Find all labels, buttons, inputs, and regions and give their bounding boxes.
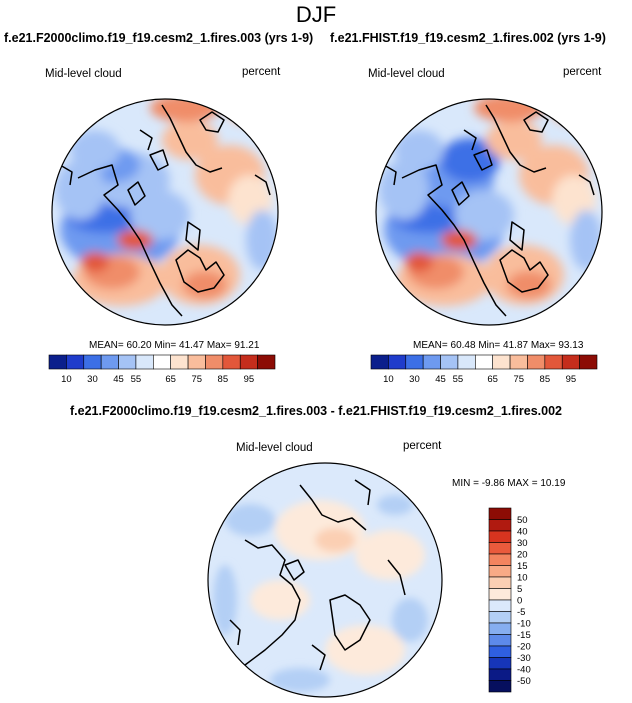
colorbar-box: [488, 576, 512, 589]
colorbar-box: [187, 354, 206, 370]
colorbar-box: [544, 354, 563, 370]
panel-1-stats: MEAN= 60.20 Min= 41.47 Max= 91.21: [89, 340, 260, 351]
panel-2-title: f.e21.FHIST.f19_f19.cesm2_1.fires.002 (y…: [330, 31, 606, 45]
colorbar-tick-label: 45: [435, 374, 446, 385]
colorbar-box: [509, 354, 528, 370]
colorbar-box: [405, 354, 424, 370]
panel-2-stats: MEAN= 60.48 Min= 41.87 Max= 93.13: [413, 340, 584, 351]
colorbar-tick-label: 5: [517, 584, 522, 595]
colorbar-box: [153, 354, 171, 370]
colorbar-box: [488, 588, 512, 601]
colorbar-box: [205, 354, 224, 370]
colorbar-tick-label: 65: [487, 374, 498, 385]
colorbar-tick-label: 10: [383, 374, 394, 385]
colorbar-tick-label: 85: [540, 374, 551, 385]
colorbar-tick-label: 15: [517, 561, 528, 572]
panel-2-cloud-field: [376, 99, 602, 325]
colorbar-box: [488, 645, 512, 658]
colorbar-box: [118, 354, 137, 370]
panel-1-title: f.e21.F2000climo.f19_f19.cesm2_1.fires.0…: [4, 31, 314, 45]
colorbar-box: [488, 657, 512, 670]
colorbar-box: [488, 542, 512, 555]
colorbar-box: [488, 507, 512, 520]
colorbar-box: [488, 668, 512, 681]
panel-1-colorbar: 10 30 45 55 65 75 85 95: [48, 354, 276, 385]
colorbar-box: [488, 680, 512, 693]
panel-2-units: percent: [563, 66, 602, 78]
colorbar-tick-label: 55: [131, 374, 142, 385]
colorbar-box: [135, 354, 154, 370]
season-title: DJF: [295, 2, 337, 27]
colorbar-box: [370, 354, 389, 370]
colorbar-tick-label: 20: [517, 550, 528, 561]
colorbar-tick-label: 55: [453, 374, 464, 385]
colorbar-box: [488, 634, 512, 647]
colorbar-tick-label: 10: [517, 573, 528, 584]
colorbar-box: [66, 354, 85, 370]
difference-title: f.e21.F2000climo.f19_f19.cesm2_1.fires.0…: [70, 404, 562, 418]
colorbar-tick-label: -20: [517, 642, 531, 653]
panel-2-map: [375, 98, 603, 326]
difference-variable: Mid-level cloud: [236, 442, 313, 454]
difference-units: percent: [403, 440, 442, 452]
colorbar-tick-label: -30: [517, 653, 531, 664]
colorbar-box: [257, 354, 276, 370]
difference-cloud-field: [208, 463, 442, 697]
colorbar-tick-label: 85: [218, 374, 229, 385]
colorbar-tick-label: 50: [517, 515, 528, 526]
colorbar-box: [388, 354, 407, 370]
colorbar-box: [48, 354, 67, 370]
colorbar-box: [488, 519, 512, 532]
colorbar-tick-label: 95: [244, 374, 255, 385]
colorbar-box: [170, 354, 189, 370]
colorbar-tick-label: 95: [566, 374, 577, 385]
colorbar-box: [100, 354, 119, 370]
panel-1-map: [51, 98, 279, 326]
colorbar-tick-label: -40: [517, 665, 531, 676]
colorbar-tick-label: -10: [517, 619, 531, 630]
colorbar-box: [457, 354, 476, 370]
panel-1-variable: Mid-level cloud: [45, 68, 122, 80]
colorbar-tick-label: 30: [517, 538, 528, 549]
colorbar-tick-label: 30: [87, 374, 98, 385]
colorbar-box: [440, 354, 459, 370]
colorbar-box: [488, 553, 512, 566]
difference-stats: MIN = -9.86 MAX = 10.19: [452, 478, 566, 489]
colorbar-tick-label: 45: [113, 374, 124, 385]
colorbar-box: [527, 354, 546, 370]
colorbar-box: [561, 354, 580, 370]
colorbar-box: [222, 354, 241, 370]
panel-1-cloud-field: [52, 99, 278, 325]
colorbar-tick-label: 40: [517, 527, 528, 538]
colorbar-box: [579, 354, 598, 370]
colorbar-tick-label: -15: [517, 630, 531, 641]
colorbar-box: [488, 599, 512, 612]
colorbar-tick-label: 30: [409, 374, 420, 385]
panel-2-colorbar: 10 30 45 55 65 75 85 95: [370, 354, 598, 385]
colorbar-tick-label: 75: [191, 374, 202, 385]
colorbar-tick-label: 0: [517, 596, 522, 607]
colorbar-box: [488, 622, 512, 635]
colorbar-box: [488, 611, 512, 624]
colorbar-box: [488, 530, 512, 543]
colorbar-box: [83, 354, 102, 370]
difference-map: [207, 462, 443, 698]
colorbar-tick-label: 75: [513, 374, 524, 385]
colorbar-box: [488, 565, 512, 578]
colorbar-box: [239, 354, 258, 370]
colorbar-box: [422, 354, 441, 370]
colorbar-tick-label: 10: [61, 374, 72, 385]
colorbar-box: [475, 354, 493, 370]
colorbar-tick-label: -5: [517, 607, 525, 618]
panel-1-units: percent: [242, 66, 281, 78]
colorbar-box: [492, 354, 511, 370]
panel-2-variable: Mid-level cloud: [368, 68, 445, 80]
colorbar-tick-label: 65: [165, 374, 176, 385]
colorbar-tick-label: -50: [517, 676, 531, 687]
